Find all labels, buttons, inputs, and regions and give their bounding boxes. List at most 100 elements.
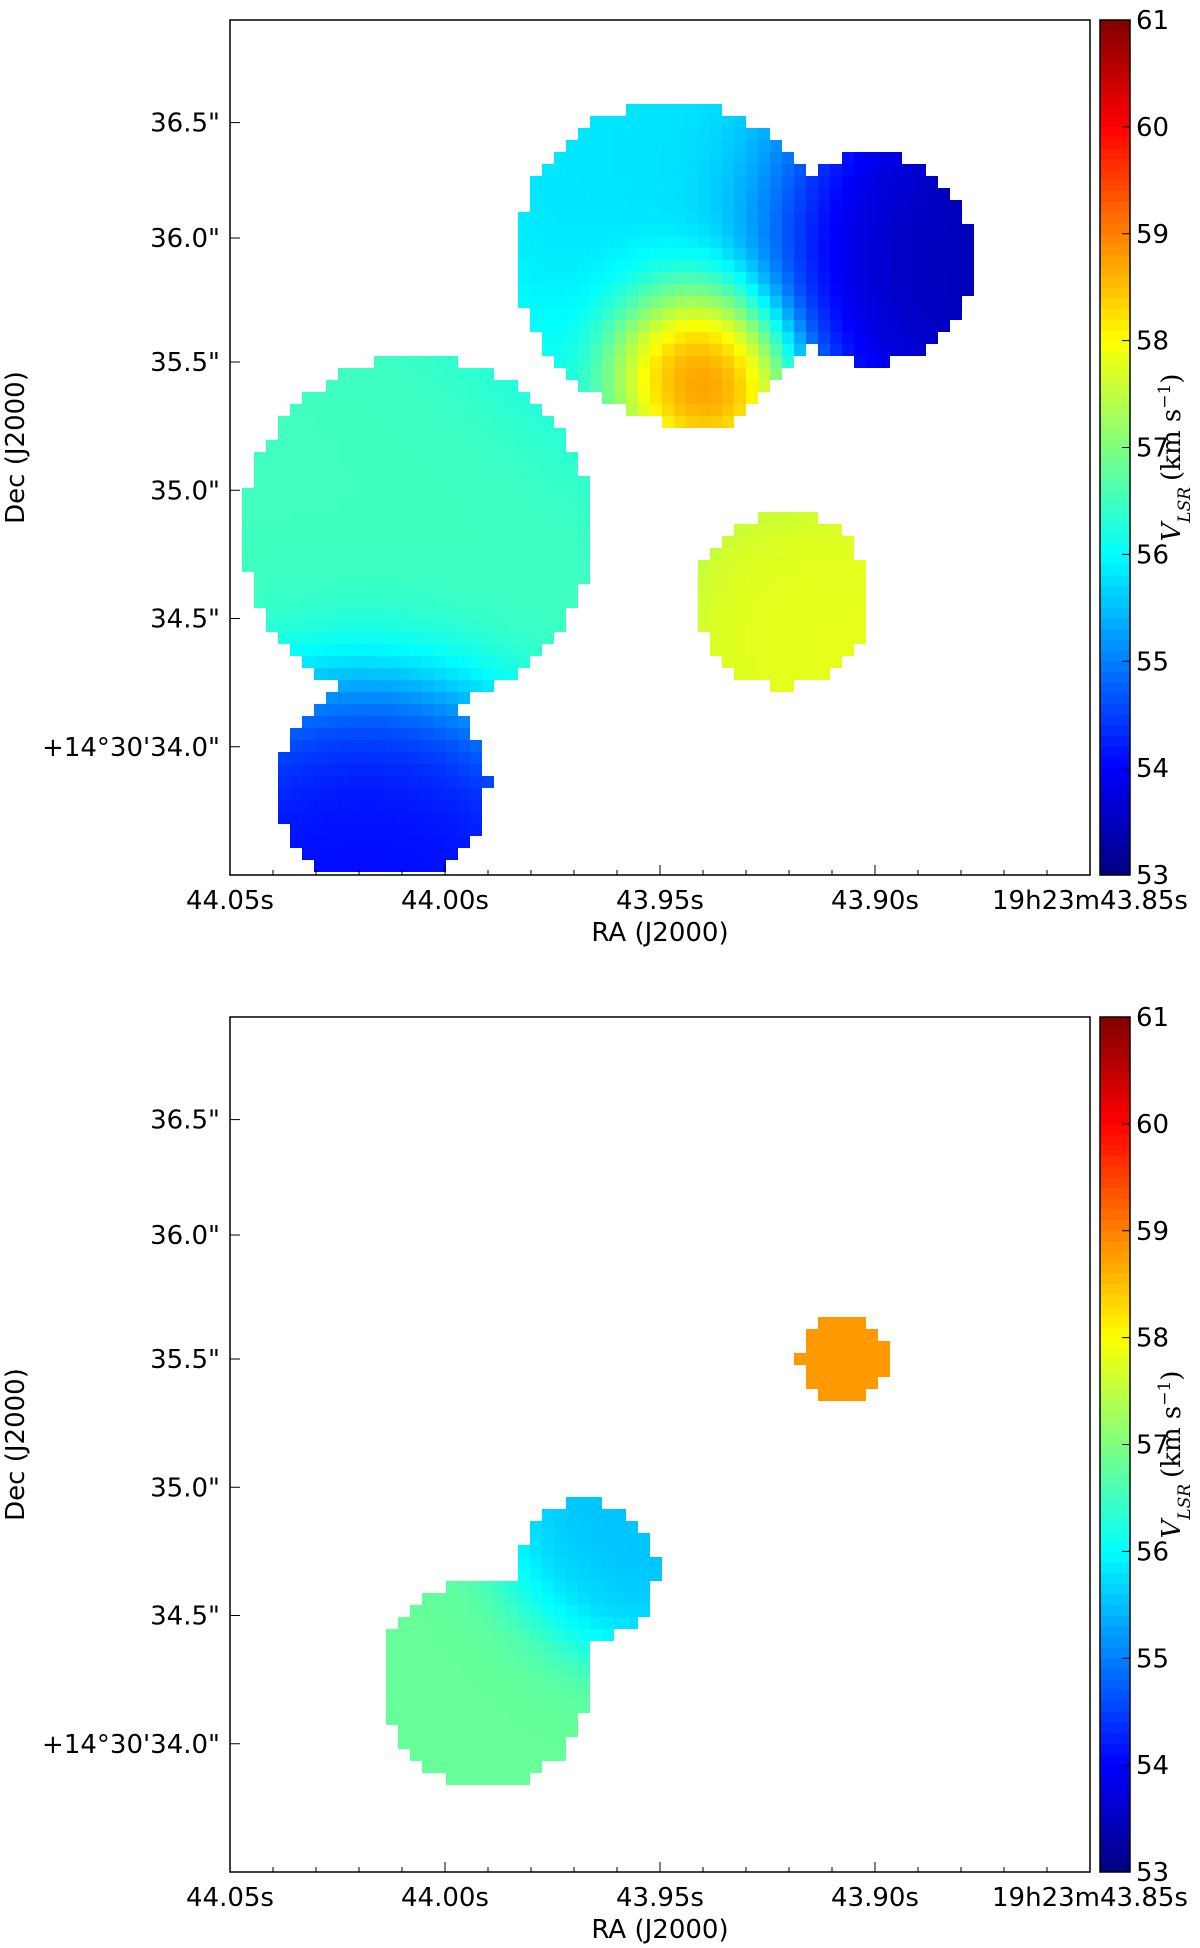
- map-pixel: [470, 596, 482, 608]
- map-pixel: [542, 584, 554, 596]
- map-pixel: [734, 356, 746, 368]
- map-pixel: [458, 1689, 470, 1701]
- map-pixel: [566, 1581, 578, 1593]
- map-pixel: [386, 536, 398, 548]
- map-pixel: [458, 404, 470, 416]
- map-pixel: [482, 368, 494, 380]
- map-pixel: [542, 560, 554, 572]
- map-pixel: [470, 824, 482, 836]
- map-pixel: [758, 596, 770, 608]
- map-pixel: [662, 284, 674, 296]
- map-pixel: [626, 116, 638, 128]
- map-pixel: [566, 1557, 578, 1569]
- map-pixel: [542, 260, 554, 272]
- map-pixel: [782, 620, 794, 632]
- map-pixel: [914, 224, 926, 236]
- map-pixel: [494, 524, 506, 536]
- map-pixel: [446, 488, 458, 500]
- x-tick-label: 44.05s: [186, 886, 274, 916]
- map-pixel: [338, 716, 350, 728]
- map-pixel: [518, 1653, 530, 1665]
- map-pixel: [758, 224, 770, 236]
- colorbar-segment: [1100, 1572, 1130, 1584]
- map-pixel: [602, 1629, 614, 1641]
- map-pixel: [422, 548, 434, 560]
- map-pixel: [410, 836, 422, 848]
- map-pixel: [794, 284, 806, 296]
- colorbar-segment: [1100, 1733, 1130, 1745]
- map-pixel: [650, 404, 662, 416]
- map-pixel: [386, 1641, 398, 1653]
- map-pixel: [314, 416, 326, 428]
- map-pixel: [470, 632, 482, 644]
- map-pixel: [590, 368, 602, 380]
- map-pixel: [470, 740, 482, 752]
- map-pixel: [482, 476, 494, 488]
- map-pixel: [434, 1665, 446, 1677]
- map-pixel: [554, 596, 566, 608]
- map-pixel: [746, 164, 758, 176]
- map-pixel: [650, 104, 662, 116]
- map-pixel: [698, 608, 710, 620]
- map-pixel: [554, 1593, 566, 1605]
- map-pixel: [914, 236, 926, 248]
- map-pixel: [878, 260, 890, 272]
- colorbar-segment: [1100, 1711, 1130, 1723]
- map-pixel: [542, 248, 554, 260]
- map-pixel: [782, 284, 794, 296]
- map-pixel: [302, 452, 314, 464]
- map-pixel: [710, 392, 722, 404]
- map-pixel: [290, 776, 302, 788]
- map-pixel: [650, 344, 662, 356]
- map-pixel: [866, 152, 878, 164]
- map-pixel: [530, 284, 542, 296]
- map-pixel: [302, 800, 314, 812]
- map-pixel: [878, 176, 890, 188]
- map-pixel: [482, 404, 494, 416]
- map-pixel: [458, 368, 470, 380]
- colorbar-segment: [1100, 736, 1130, 748]
- map-pixel: [398, 668, 410, 680]
- map-pixel: [578, 356, 590, 368]
- map-pixel: [746, 560, 758, 572]
- map-pixel: [722, 356, 734, 368]
- map-pixel: [278, 524, 290, 536]
- map-pixel: [902, 308, 914, 320]
- map-pixel: [506, 1761, 518, 1773]
- map-pixel: [818, 308, 830, 320]
- map-pixel: [506, 1605, 518, 1617]
- map-pixel: [362, 680, 374, 692]
- map-pixel: [494, 404, 506, 416]
- map-pixel: [794, 1353, 806, 1365]
- map-pixel: [854, 308, 866, 320]
- map-pixel: [542, 572, 554, 584]
- map-pixel: [494, 620, 506, 632]
- map-pixel: [362, 692, 374, 704]
- map-pixel: [290, 596, 302, 608]
- map-pixel: [278, 560, 290, 572]
- map-pixel: [902, 296, 914, 308]
- map-pixel: [410, 716, 422, 728]
- map-pixel: [518, 512, 530, 524]
- map-pixel: [278, 548, 290, 560]
- map-pixel: [254, 464, 266, 476]
- map-pixel: [470, 476, 482, 488]
- map-pixel: [734, 200, 746, 212]
- map-pixel: [326, 848, 338, 860]
- map-pixel: [686, 116, 698, 128]
- map-pixel: [410, 764, 422, 776]
- map-pixel: [686, 344, 698, 356]
- map-pixel: [758, 584, 770, 596]
- map-pixel: [878, 344, 890, 356]
- map-pixel: [566, 140, 578, 152]
- map-pixel: [842, 164, 854, 176]
- map-pixel: [578, 1533, 590, 1545]
- colorbar-segment: [1100, 52, 1130, 64]
- map-pixel: [782, 236, 794, 248]
- map-pixel: [950, 200, 962, 212]
- colorbar-segment: [1100, 20, 1130, 32]
- map-pixel: [470, 788, 482, 800]
- map-pixel: [590, 332, 602, 344]
- map-pixel: [290, 740, 302, 752]
- map-pixel: [602, 380, 614, 392]
